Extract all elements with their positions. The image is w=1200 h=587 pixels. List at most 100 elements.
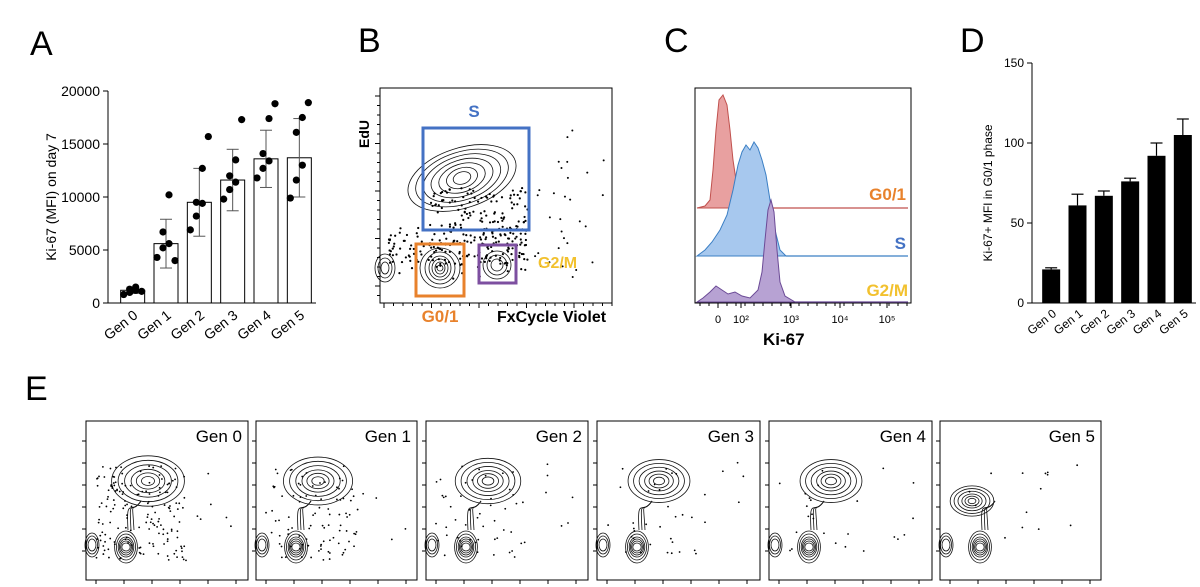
panel-e-event: [158, 474, 161, 476]
panel-e-contour-g01: [628, 536, 646, 558]
panel-e-event: [108, 556, 110, 559]
panel-b-event: [437, 204, 440, 207]
panel-e-event: [207, 472, 210, 475]
panel-e-event: [163, 543, 165, 545]
panel-e-event: [310, 556, 313, 559]
panel-e-event: [1044, 472, 1047, 475]
panel-b-event: [566, 176, 569, 179]
panel-e-contour-g01: [974, 540, 986, 554]
panel-b-event: [432, 245, 435, 249]
panel-e-event: [99, 534, 102, 537]
panel-b-event: [458, 250, 461, 254]
panel-b-event: [486, 196, 489, 199]
panel-b-event: [465, 234, 468, 237]
panel-b-event: [518, 251, 521, 254]
panel-label-e: E: [25, 370, 48, 408]
panel-e-event: [484, 474, 487, 477]
panel-b-event: [518, 254, 521, 257]
panel-label-b: B: [358, 22, 381, 60]
panel-b-event: [391, 260, 394, 263]
panel-e-event: [147, 513, 149, 516]
panel-e-contour-g01: [291, 542, 301, 552]
panel-e-event: [327, 524, 330, 527]
panel-a-point: [298, 161, 306, 169]
panel-e-event: [300, 556, 303, 558]
panel-e-event: [160, 465, 163, 468]
panel-e-event: [338, 487, 340, 490]
panel-b-event: [548, 261, 551, 264]
panel-e-event: [166, 532, 169, 535]
panel-b-s-contour: [446, 166, 478, 190]
panel-e-event: [823, 532, 825, 535]
panel-b-event: [459, 257, 462, 260]
panel-e-event: [645, 523, 648, 526]
panel-e-event: [117, 527, 120, 530]
panel-e-event: [339, 498, 342, 501]
panel-e-event: [125, 536, 128, 539]
panel-e-subplot: Gen 2: [422, 420, 589, 584]
panel-e-event: [118, 490, 121, 493]
panel-b-event: [566, 160, 569, 163]
panel-e-event: [307, 544, 310, 547]
panel-b-event: [524, 219, 527, 222]
panel-e-event: [1076, 464, 1079, 467]
panel-e-event: [305, 538, 308, 541]
panel-b-event: [552, 192, 555, 195]
panel-b-event: [481, 220, 484, 223]
panel-e-event: [328, 552, 331, 554]
panel-e-contour-s: [957, 490, 987, 512]
panel-b-event: [434, 249, 438, 252]
panel-e-event: [98, 506, 101, 508]
panel-e-event: [493, 519, 496, 522]
panel-e-title: Gen 1: [365, 427, 411, 446]
panel-e-contour-g01: [454, 530, 478, 564]
panel-b-event: [388, 249, 391, 252]
panel-e-event: [474, 541, 477, 544]
panel-b-event: [460, 214, 463, 217]
panel-b-event: [520, 267, 523, 271]
panel-e-event: [113, 541, 116, 543]
panel-e-event: [632, 537, 635, 540]
panel-b-event: [460, 263, 463, 266]
panel-e-event: [171, 479, 174, 482]
panel-b-event: [571, 275, 574, 278]
panel-e-event: [106, 498, 109, 501]
panel-d-xtick-label: Gen 3: [1104, 306, 1139, 337]
panel-e-event: [336, 486, 338, 489]
panel-e-event: [351, 488, 353, 491]
panel-e-contour-s: [454, 457, 522, 505]
panel-e-event: [175, 502, 178, 505]
panel-a-point: [186, 226, 194, 234]
panel-e-event: [703, 493, 706, 496]
panel-e-event: [319, 482, 321, 484]
panel-e-event: [496, 537, 499, 540]
panel-e-event: [670, 552, 673, 555]
panel-e-event: [477, 538, 480, 541]
panel-e-event: [468, 508, 471, 511]
panel-e-contour-s: [289, 460, 347, 502]
panel-e-event: [1021, 472, 1024, 475]
panel-c-chart: Ki-67 0 10² 10³ 10⁴ 10⁵ G0/1 S G2/M: [694, 87, 912, 349]
panel-e-event: [490, 497, 492, 500]
panel-a-point: [259, 149, 267, 158]
panel-b-event: [443, 232, 446, 235]
panel-b-event: [441, 199, 444, 202]
panel-b-event: [494, 237, 497, 240]
panel-e-contour-edge: [427, 538, 437, 552]
panel-e-event: [178, 521, 181, 523]
panel-e-contour-g01: [461, 542, 471, 552]
panel-b-event: [464, 207, 467, 210]
panel-b-event: [519, 232, 522, 235]
panel-e-subplot: Gen 5: [936, 420, 1102, 584]
panel-b-event: [491, 235, 495, 238]
panel-b-event: [569, 198, 572, 201]
panel-a-ytick-label: 10000: [61, 189, 100, 205]
panel-e-event: [337, 542, 340, 545]
panel-e-event: [160, 524, 162, 527]
panel-b-event: [501, 212, 504, 215]
panel-e-event: [571, 496, 574, 499]
panel-e-contour-s: [964, 495, 980, 507]
panel-b-event: [460, 204, 463, 207]
panel-e-contour-g01: [804, 542, 814, 552]
panel-e-contour-edge: [256, 535, 268, 555]
